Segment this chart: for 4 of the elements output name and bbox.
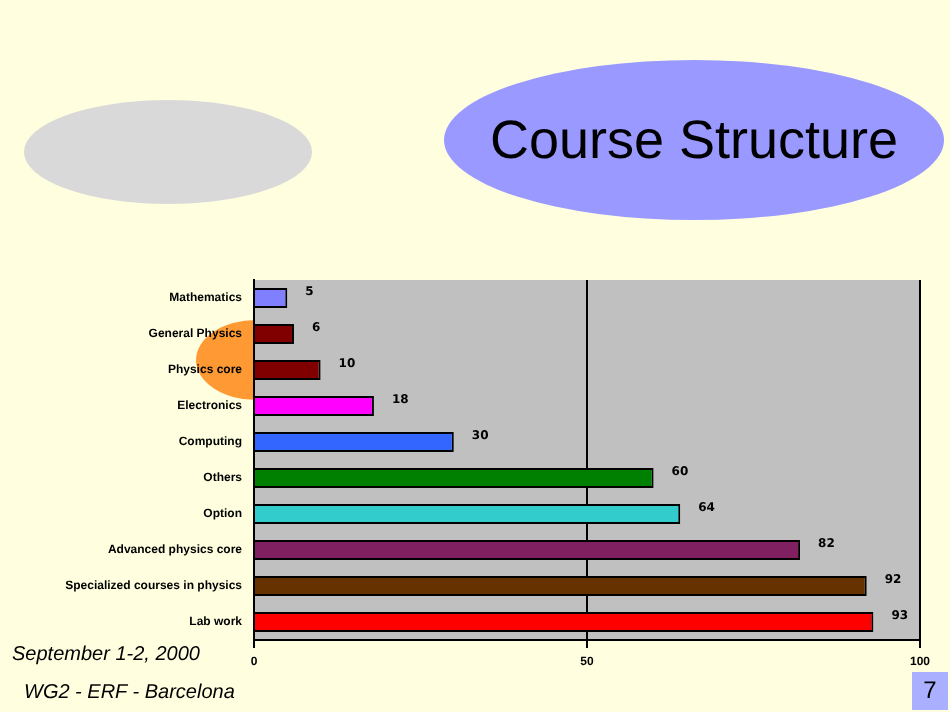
text: 7 [912, 672, 948, 710]
text: WG2 - ERF - Barcelona [24, 682, 235, 704]
text: September 1-2, 2000 [12, 644, 200, 666]
chart-title: Course Structure [444, 60, 944, 220]
